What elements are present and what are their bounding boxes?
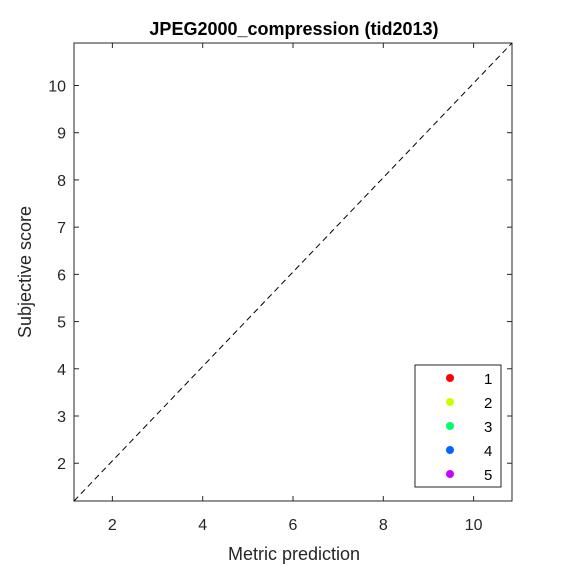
legend-label: 1 [484, 371, 492, 388]
x-tick-label: 2 [108, 517, 117, 534]
legend-label: 3 [484, 419, 492, 436]
x-tick-label: 4 [198, 517, 207, 534]
y-tick-label: 9 [57, 126, 66, 143]
y-tick-label: 10 [48, 78, 66, 95]
y-tick-label: 2 [57, 456, 66, 473]
x-tick-label: 8 [379, 517, 388, 534]
legend-label: 5 [484, 467, 492, 484]
y-tick-label: 7 [57, 220, 66, 237]
legend-marker [446, 398, 454, 406]
y-tick-label: 6 [57, 267, 66, 284]
legend-label: 2 [484, 395, 492, 412]
y-tick-label: 4 [57, 362, 66, 379]
x-tick-label: 6 [289, 517, 298, 534]
legend-label: 4 [484, 443, 492, 460]
legend-marker [446, 470, 454, 478]
y-axis-label: Subjective score [15, 206, 35, 338]
legend-marker [446, 374, 454, 382]
legend-marker [446, 422, 454, 430]
legend-marker [446, 446, 454, 454]
x-tick-label: 10 [465, 517, 483, 534]
legend: 1 2 3 4 5 [415, 365, 501, 487]
x-axis-label: Metric prediction [228, 544, 360, 564]
chart-title: JPEG2000_compression (tid2013) [149, 19, 438, 39]
y-tick-label: 8 [57, 173, 66, 190]
y-tick-label: 3 [57, 409, 66, 426]
y-tick-label: 5 [57, 315, 66, 332]
